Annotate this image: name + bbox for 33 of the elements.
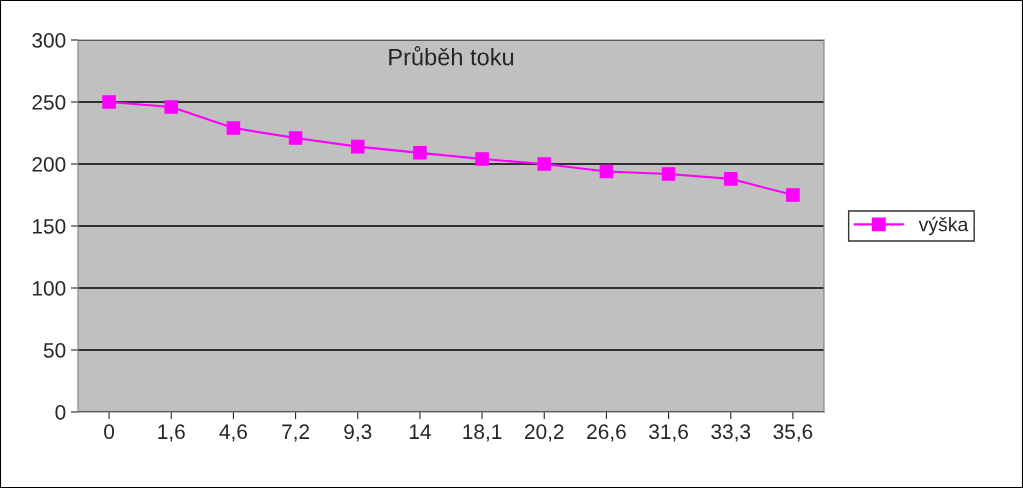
point	[164, 100, 179, 114]
y-tick-label: 250	[32, 95, 66, 110]
x-tick-label: 26,6	[587, 424, 626, 442]
x-tick-label: 9,3	[344, 424, 372, 442]
point	[537, 157, 552, 171]
chart-title: Průběh toku	[389, 46, 514, 66]
x-tick-label: 20,2	[525, 424, 564, 442]
point	[350, 139, 365, 154]
x-tick-label: 1,6	[158, 424, 185, 442]
x-tick-label: 33,3	[711, 424, 751, 442]
y-tick-label: 200	[32, 157, 66, 172]
point	[102, 95, 116, 109]
x-tick-label: 0	[104, 424, 115, 440]
y-tick-label: 0	[55, 405, 66, 420]
point	[413, 146, 427, 160]
x-tick-label: 18,1	[463, 424, 502, 442]
point	[288, 131, 303, 145]
y-tick-label: 100	[33, 281, 66, 296]
point	[723, 172, 738, 186]
point	[226, 121, 241, 135]
point	[599, 164, 614, 179]
point	[475, 152, 489, 166]
y-tick-label: 300	[32, 33, 66, 48]
legend-label: výška	[918, 216, 969, 236]
y-tick-label: 150	[33, 219, 66, 234]
x-tick-label: 35,6	[773, 424, 813, 442]
x-tick-label: 7,2	[282, 424, 310, 442]
point	[661, 167, 676, 181]
x-tick-label: 31,6	[649, 424, 688, 442]
x-tick-label: 14	[409, 424, 431, 439]
x-tick-label: 4,6	[219, 424, 247, 442]
y-tick-label: 50	[43, 343, 66, 358]
point	[786, 188, 800, 202]
